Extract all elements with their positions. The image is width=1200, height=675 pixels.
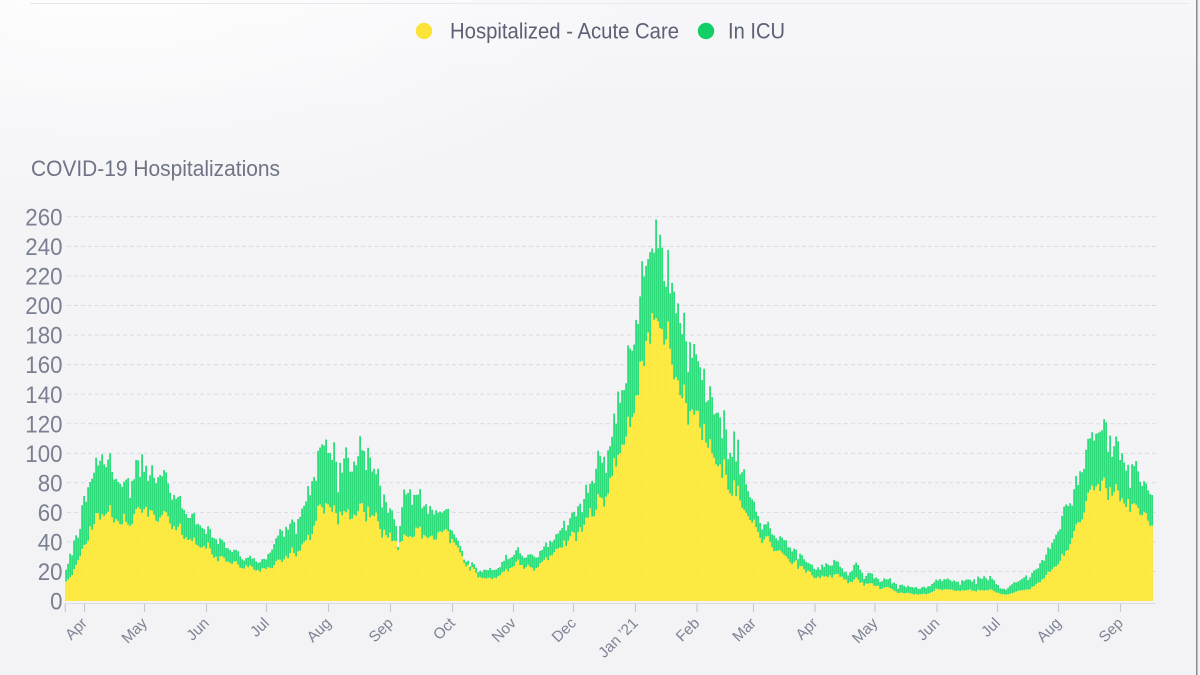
svg-text:May: May xyxy=(119,615,152,648)
svg-text:Aug: Aug xyxy=(1034,615,1065,646)
svg-text:Jan ’21: Jan ’21 xyxy=(595,615,642,662)
svg-text:80: 80 xyxy=(38,470,63,497)
svg-text:200: 200 xyxy=(25,293,62,320)
svg-text:Jun: Jun xyxy=(183,615,212,644)
svg-text:Dec: Dec xyxy=(549,615,580,646)
svg-text:Jun: Jun xyxy=(914,615,943,644)
svg-text:Oct: Oct xyxy=(430,614,459,643)
svg-text:Jul: Jul xyxy=(247,615,273,641)
svg-text:20: 20 xyxy=(38,559,63,586)
svg-text:240: 240 xyxy=(25,234,62,261)
svg-text:May: May xyxy=(849,615,882,648)
svg-text:100: 100 xyxy=(25,441,62,468)
svg-text:Hospitalized - Acute Care: Hospitalized - Acute Care xyxy=(450,19,679,44)
svg-text:Aug: Aug xyxy=(304,615,335,646)
svg-text:140: 140 xyxy=(25,382,62,409)
svg-text:Apr: Apr xyxy=(793,615,822,644)
svg-text:Sep: Sep xyxy=(366,615,397,646)
svg-text:Mar: Mar xyxy=(729,615,760,646)
svg-text:180: 180 xyxy=(25,323,62,350)
svg-text:Apr: Apr xyxy=(62,615,91,644)
svg-text:220: 220 xyxy=(25,264,62,291)
svg-text:60: 60 xyxy=(38,500,63,527)
svg-text:40: 40 xyxy=(38,530,63,557)
svg-text:In ICU: In ICU xyxy=(728,19,785,44)
svg-text:Feb: Feb xyxy=(673,615,704,646)
svg-text:COVID-19 Hospitalizations: COVID-19 Hospitalizations xyxy=(31,156,280,181)
svg-text:Nov: Nov xyxy=(489,615,520,646)
svg-text:120: 120 xyxy=(25,411,62,438)
svg-text:Sep: Sep xyxy=(1096,615,1127,646)
svg-text:160: 160 xyxy=(25,352,62,379)
svg-text:260: 260 xyxy=(25,204,62,231)
svg-text:Jul: Jul xyxy=(978,615,1004,641)
svg-text:0: 0 xyxy=(50,589,62,616)
